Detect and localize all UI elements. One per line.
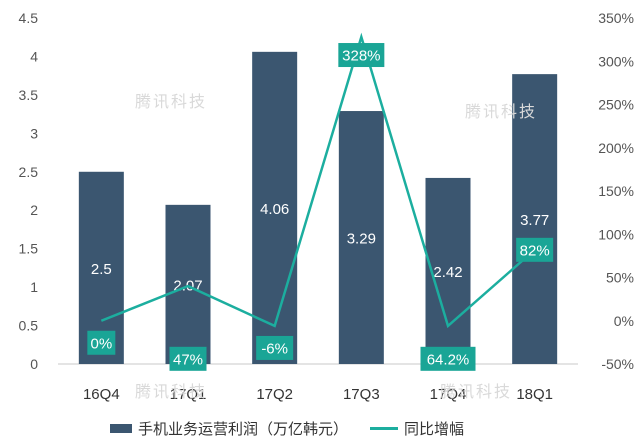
bar-value-label: 2.5 [91, 261, 112, 278]
bar [165, 204, 211, 364]
legend-bar-label: 手机业务运营利润（万亿韩元） [138, 421, 349, 438]
legend: 手机业务运营利润（万亿韩元） 同比增幅 [110, 418, 464, 439]
growth-line [100, 32, 536, 329]
left-tick-label: 4.5 [19, 10, 39, 26]
left-tick-label: 2.5 [19, 164, 39, 180]
bar-series [78, 51, 558, 364]
growth-value-label: 64.2% [427, 351, 470, 368]
category-label: 17Q4 [430, 386, 467, 403]
left-tick-label: 3.5 [19, 87, 39, 103]
bar-value-label: 4.06 [260, 201, 289, 218]
bar [425, 177, 471, 364]
left-tick-label: 1 [30, 279, 38, 295]
left-axis-ticks: 0 0.5 1 1.5 2 2.5 3 3.5 4 4.5 [19, 10, 39, 372]
growth-label-box [169, 346, 207, 371]
watermark: 腾讯科技 [135, 384, 208, 401]
category-labels: 16Q4 17Q1 17Q2 17Q3 17Q4 18Q1 [83, 386, 553, 403]
category-label: 18Q1 [516, 386, 553, 403]
growth-label-box [420, 346, 476, 371]
category-label: 17Q1 [170, 386, 207, 403]
left-tick-label: 4 [30, 48, 38, 64]
growth-value-label: 47% [173, 351, 203, 368]
growth-label-box [87, 330, 116, 355]
right-axis-ticks: -50% 0% 50% 100% 150% 200% 250% 300% 350% [598, 10, 634, 372]
left-tick-label: 0 [30, 356, 38, 372]
left-tick-label: 1.5 [19, 241, 39, 257]
left-tick-label: 2 [30, 202, 38, 218]
watermark: 腾讯科技 [135, 94, 208, 111]
right-tick-label: 100% [598, 226, 634, 242]
bar [338, 111, 384, 364]
right-tick-label: 50% [606, 270, 634, 286]
right-tick-label: -50% [601, 356, 634, 372]
watermark: 腾讯科技 [465, 104, 538, 121]
legend-line-swatch [370, 427, 399, 430]
bar-value-labels: 2.52.074.063.292.423.77 [91, 201, 549, 295]
bar-value-label: 3.77 [520, 212, 549, 229]
right-tick-label: 200% [598, 140, 634, 156]
left-tick-label: 0.5 [19, 318, 39, 334]
bar-value-label: 2.42 [433, 264, 462, 281]
legend-bar-swatch [110, 424, 132, 433]
right-tick-label: 350% [598, 10, 634, 26]
right-tick-label: 0% [614, 313, 634, 329]
bar [512, 74, 558, 364]
category-label: 17Q3 [343, 386, 380, 403]
growth-value-label: 328% [342, 48, 380, 65]
bar-value-label: 3.29 [347, 231, 376, 248]
growth-value-labels: 0% 47% -6% 328% 64.2% 82% [87, 43, 554, 371]
category-label: 17Q2 [256, 386, 293, 403]
legend-line-label: 同比增幅 [404, 421, 465, 438]
category-label: 16Q4 [83, 386, 120, 403]
growth-value-label: 0% [90, 335, 112, 352]
growth-value-label: -6% [261, 340, 288, 357]
bar [252, 51, 298, 364]
growth-label-box [256, 335, 294, 360]
right-tick-label: 300% [598, 53, 634, 69]
left-tick-label: 3 [30, 125, 38, 141]
right-tick-label: 150% [598, 183, 634, 199]
growth-label-box [338, 43, 385, 68]
watermark: 腾讯科技 [440, 384, 513, 401]
right-tick-label: 250% [598, 97, 634, 113]
growth-value-label: 82% [520, 242, 550, 259]
growth-label-box [516, 237, 554, 262]
